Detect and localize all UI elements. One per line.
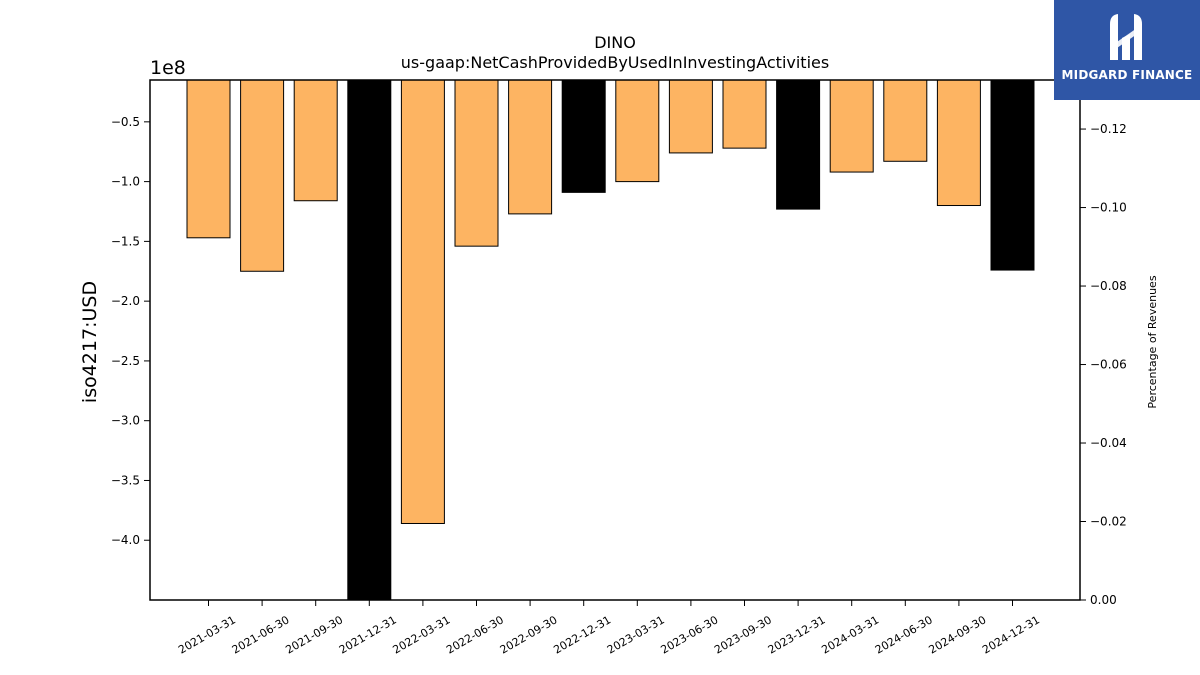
y-offset-label: 1e8 (150, 57, 186, 79)
x-tick-label: 2021-03-31 (176, 613, 238, 656)
bar-2021-12-31 (347, 79, 392, 601)
x-tick-label: 2021-06-30 (230, 613, 292, 656)
bar-2023-06-30 (668, 79, 713, 154)
y-tick-label: −2.5 (111, 354, 140, 368)
bar-2024-09-30 (936, 79, 981, 207)
bars-group (186, 79, 1035, 601)
bar-2024-03-31 (829, 79, 874, 173)
y2-tick-label: −0.08 (1090, 279, 1127, 293)
x-tick-label: 2021-09-30 (283, 613, 345, 656)
logo: MIDGARD FINANCE (1054, 0, 1200, 100)
logo-mark-icon (1110, 14, 1142, 60)
x-tick-label: 2023-03-31 (605, 613, 667, 656)
bar-2023-09-30 (722, 79, 767, 149)
bar-2021-03-31 (186, 79, 231, 239)
x-tick-label: 2024-06-30 (873, 613, 935, 656)
y-axis-label: iso4217:USD (79, 281, 101, 403)
bar-2021-09-30 (293, 79, 338, 202)
y-tick-label: −3.0 (111, 414, 140, 428)
x-tick-label: 2022-06-30 (444, 613, 506, 656)
y2-axis-label: Percentage of Revenues (1146, 275, 1159, 408)
bar-2022-12-31 (561, 79, 606, 193)
y-tick-label: −1.5 (111, 234, 140, 248)
y2-tick-label: −0.12 (1090, 122, 1127, 136)
x-tick-label: 2024-12-31 (980, 613, 1042, 656)
bar-2022-09-30 (508, 79, 553, 215)
logo-text: MIDGARD FINANCE (1061, 68, 1193, 82)
x-tick-label: 2021-12-31 (337, 613, 399, 656)
bar-2023-12-31 (776, 79, 821, 210)
x-tick-label: 2024-09-30 (927, 613, 989, 656)
x-tick-label: 2023-09-30 (712, 613, 774, 656)
y-tick-label: −3.5 (111, 473, 140, 487)
y-tick-label: −0.5 (111, 115, 140, 129)
y2-tick-label: −0.02 (1090, 515, 1127, 529)
plot-frame (149, 79, 1081, 601)
bar-2022-06-30 (454, 79, 499, 247)
y-tick-label: −1.0 (111, 175, 140, 189)
bar-2024-12-31 (990, 79, 1035, 271)
y-tick-label: −4.0 (111, 533, 140, 547)
bar-2022-03-31 (400, 79, 445, 524)
x-tick-label: 2024-03-31 (819, 613, 881, 656)
y-tick-label: −2.0 (111, 294, 140, 308)
x-tick-label: 2022-09-30 (498, 613, 560, 656)
bar-2021-06-30 (240, 79, 285, 272)
y2-tick-label: −0.06 (1090, 358, 1127, 372)
bar-2024-06-30 (883, 79, 928, 162)
bar-2023-03-31 (615, 79, 660, 183)
y2-tick-label: 0.00 (1090, 593, 1117, 607)
y2-tick-label: −0.10 (1090, 201, 1127, 215)
x-tick-label: 2023-12-31 (766, 613, 828, 656)
y2-tick-label: −0.04 (1090, 436, 1127, 450)
x-tick-label: 2023-06-30 (659, 613, 721, 656)
x-tick-label: 2022-12-31 (551, 613, 613, 656)
x-axis-ticks: 2021-03-312021-06-302021-09-302021-12-31… (176, 600, 1042, 657)
chart-subtitle: us-gaap:NetCashProvidedByUsedInInvesting… (401, 53, 829, 72)
left-axis-ticks: −0.5 −1.0 −1.5 −2.0 −2.5 −3.0 −3.5 −4.0 (111, 115, 150, 547)
chart-title: DINO (594, 33, 636, 52)
x-tick-label: 2022-03-31 (391, 613, 453, 656)
right-axis-ticks: 0.00 −0.02 −0.04 −0.06 −0.08 −0.10 −0.12 (1080, 122, 1127, 607)
